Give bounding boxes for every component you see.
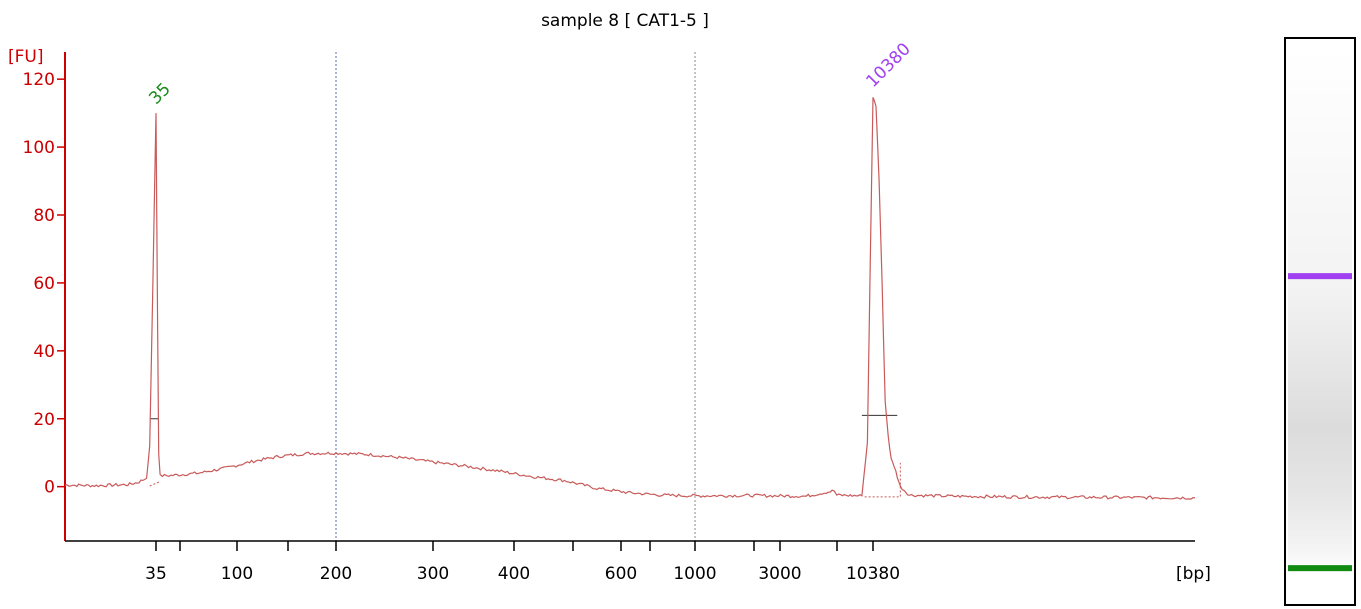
x-tick-label-100: 100 bbox=[221, 564, 253, 584]
x-tick-label-1000: 1000 bbox=[673, 564, 716, 584]
y-tick-label-120: 120 bbox=[23, 70, 55, 90]
baseline bbox=[149, 414, 901, 498]
y-tick-label-40: 40 bbox=[33, 342, 55, 362]
peak-label-10380: 10380 bbox=[862, 39, 914, 91]
x-tick-label-300: 300 bbox=[417, 564, 449, 584]
gel-lane-background bbox=[1288, 50, 1352, 575]
gel-lane bbox=[1284, 37, 1356, 606]
baseline-peak-35 bbox=[149, 481, 161, 487]
x-tick-label-600: 600 bbox=[605, 564, 637, 584]
x-tick-label-35: 35 bbox=[145, 564, 167, 584]
y-axis: 0 20 40 60 80 100 120 bbox=[23, 52, 66, 541]
peak-labels: 35 10380 bbox=[145, 39, 914, 108]
x-axis: 35 100 200 300 400 600 1000 3000 10380 bbox=[65, 540, 1195, 584]
y-tick-label-0: 0 bbox=[44, 478, 55, 498]
x-tick-label-10380: 10380 bbox=[846, 564, 900, 584]
gel-band-lower bbox=[1288, 565, 1352, 572]
y-tick-label-100: 100 bbox=[23, 138, 55, 158]
gridlines bbox=[335, 52, 696, 541]
y-tick-label-60: 60 bbox=[33, 274, 55, 294]
trace-line bbox=[64, 97, 1196, 500]
chart-title: sample 8 [ CAT1-5 ] bbox=[541, 11, 709, 31]
y-tick-label-80: 80 bbox=[33, 206, 55, 226]
x-tick-label-400: 400 bbox=[498, 564, 530, 584]
peak-label-35: 35 bbox=[145, 79, 174, 108]
x-tick-label-200: 200 bbox=[320, 564, 352, 584]
x-axis-title: [bp] bbox=[1176, 564, 1211, 584]
y-axis-title: [FU] bbox=[8, 47, 44, 67]
x-tick-label-3000: 3000 bbox=[758, 564, 801, 584]
y-tick-label-20: 20 bbox=[33, 410, 55, 430]
gel-band-upper bbox=[1288, 273, 1352, 280]
trace bbox=[64, 97, 1196, 500]
